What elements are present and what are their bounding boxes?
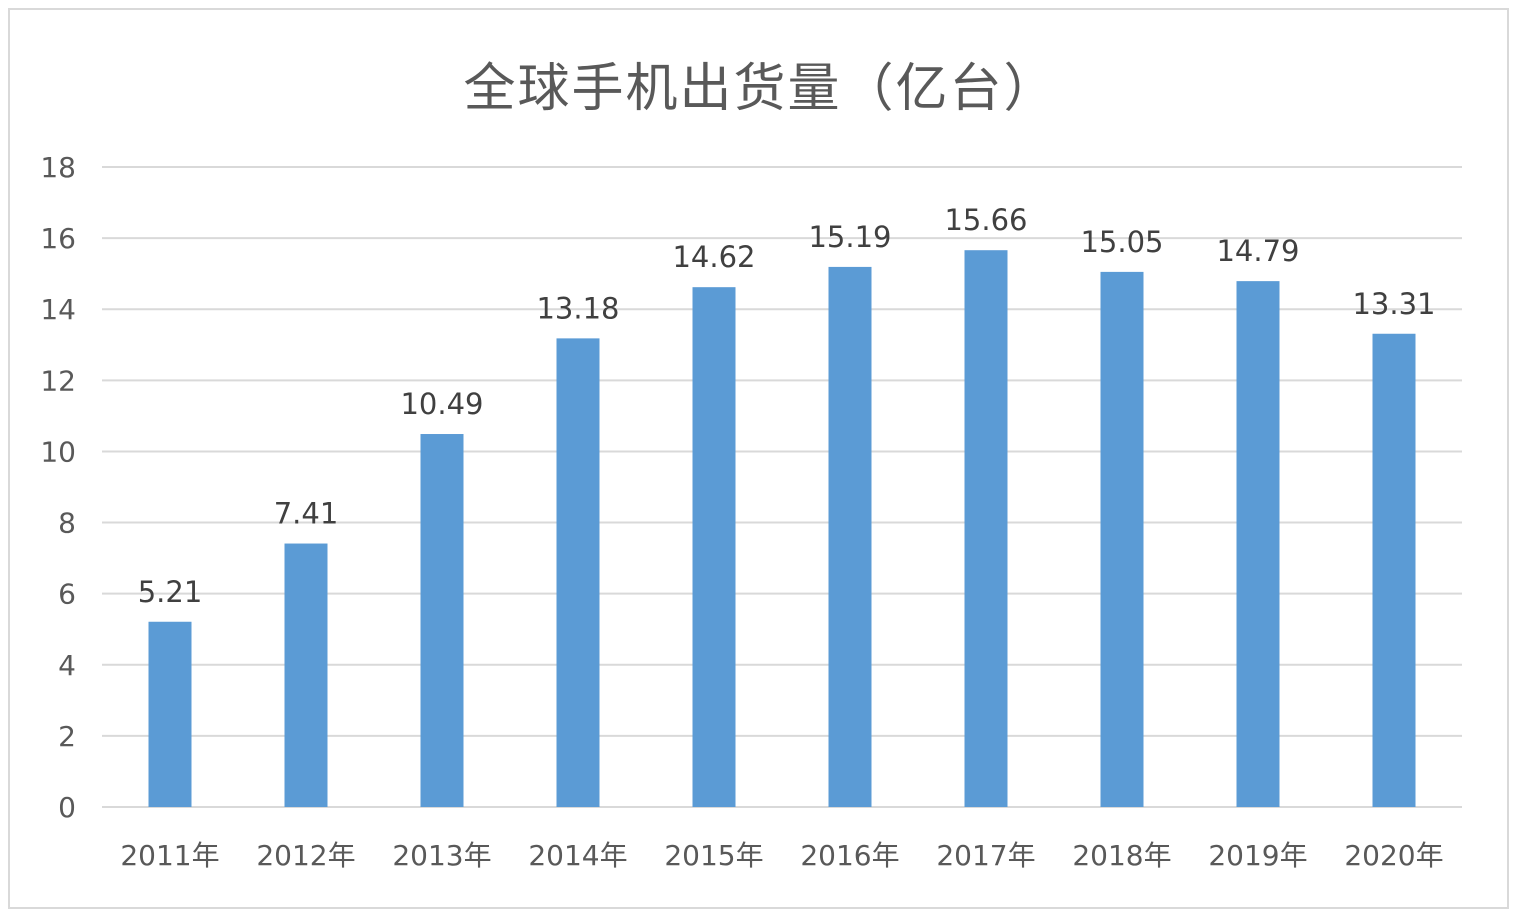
data-label: 15.19 <box>808 220 891 254</box>
x-tick-label: 2015年 <box>664 839 763 872</box>
x-tick-label: 2020年 <box>1344 839 1443 872</box>
bar <box>284 543 328 807</box>
data-label: 10.49 <box>400 387 483 421</box>
data-label: 13.31 <box>1352 287 1435 321</box>
data-label: 15.66 <box>944 203 1027 237</box>
y-tick-label: 4 <box>58 649 76 682</box>
data-label: 15.05 <box>1080 225 1163 259</box>
x-tick-label: 2018年 <box>1072 839 1171 872</box>
chart-title: 全球手机出货量（亿台） <box>463 59 1058 119</box>
data-label: 13.18 <box>536 291 619 325</box>
x-tick-label: 2016年 <box>800 839 899 872</box>
y-tick-label: 2 <box>58 720 76 753</box>
bar <box>1236 281 1280 808</box>
y-tick-label: 12 <box>40 364 76 397</box>
y-tick-label: 18 <box>40 151 76 184</box>
x-tick-label: 2019年 <box>1208 839 1307 872</box>
y-tick-label: 10 <box>40 435 76 468</box>
data-label: 14.79 <box>1216 234 1299 268</box>
x-tick-label: 2011年 <box>120 839 219 872</box>
bar <box>964 250 1008 807</box>
bar <box>828 266 872 807</box>
x-tick-label: 2014年 <box>528 839 627 872</box>
data-label: 7.41 <box>274 497 339 531</box>
bar <box>556 338 600 807</box>
y-tick-label: 0 <box>58 791 76 824</box>
x-tick-label: 2012年 <box>256 839 355 872</box>
y-tick-label: 16 <box>40 222 76 255</box>
bar <box>1100 271 1144 807</box>
y-tick-label: 14 <box>40 293 76 326</box>
bar <box>692 287 736 808</box>
bar <box>420 434 464 807</box>
data-label: 5.21 <box>138 575 203 609</box>
data-label: 14.62 <box>672 240 755 274</box>
y-tick-label: 8 <box>58 507 76 540</box>
bar <box>1372 333 1416 807</box>
x-tick-label: 2013年 <box>392 839 491 872</box>
x-tick-label: 2017年 <box>936 839 1035 872</box>
bar <box>148 621 192 807</box>
y-tick-label: 6 <box>58 578 76 611</box>
